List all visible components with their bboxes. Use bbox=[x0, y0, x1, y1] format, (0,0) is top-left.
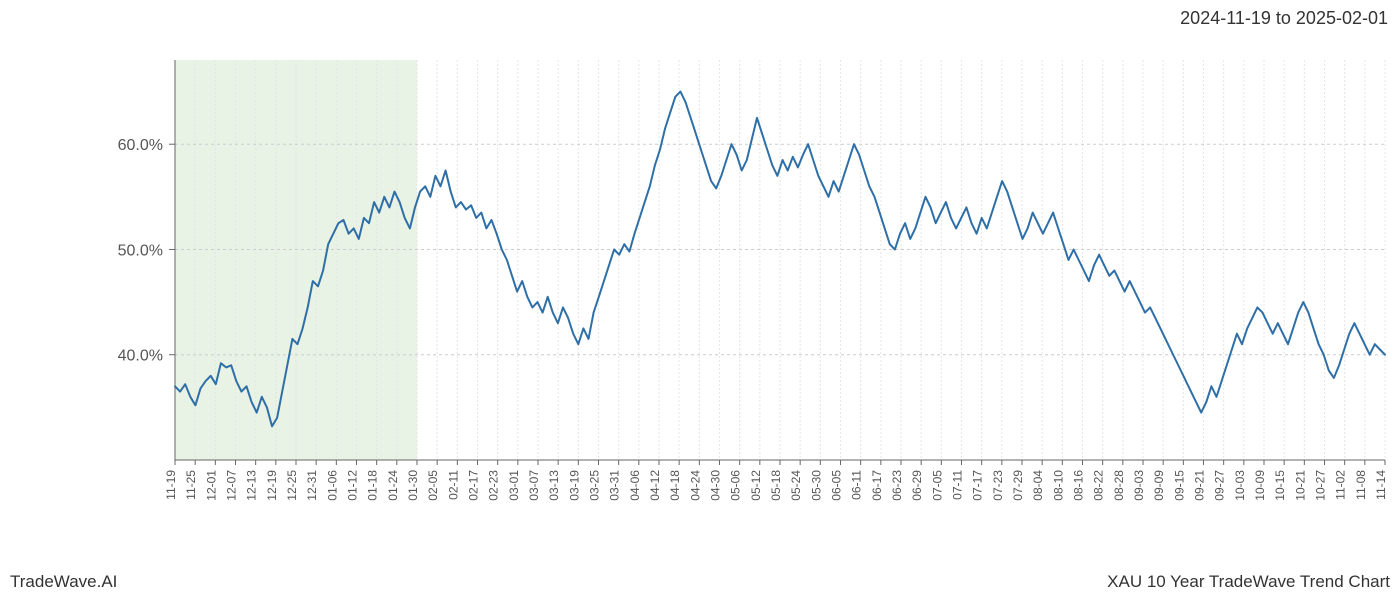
x-tick-label: 11-19 bbox=[164, 470, 178, 500]
x-tick-label: 06-29 bbox=[910, 470, 924, 501]
x-tick-label: 09-15 bbox=[1172, 470, 1186, 501]
x-tick-label: 09-03 bbox=[1132, 470, 1146, 501]
x-tick-label: 10-15 bbox=[1273, 470, 1287, 501]
x-tick-label: 03-19 bbox=[567, 470, 581, 501]
x-tick-label: 12-01 bbox=[204, 470, 218, 501]
x-tick-label: 11-14 bbox=[1374, 470, 1388, 500]
y-tick-label: 50.0% bbox=[118, 242, 163, 259]
x-tick-label: 09-27 bbox=[1213, 470, 1227, 501]
x-tick-label: 08-22 bbox=[1092, 470, 1106, 501]
x-tick-label: 05-06 bbox=[729, 470, 743, 501]
x-tick-label: 12-25 bbox=[285, 470, 299, 501]
x-tick-label: 02-23 bbox=[487, 470, 501, 501]
x-tick-label: 12-31 bbox=[305, 470, 319, 501]
x-tick-label: 05-12 bbox=[749, 470, 763, 501]
x-tick-label: 05-30 bbox=[809, 470, 823, 501]
x-tick-label: 01-18 bbox=[366, 470, 380, 501]
x-tick-label: 01-12 bbox=[346, 470, 360, 501]
x-tick-label: 07-17 bbox=[971, 470, 985, 501]
x-tick-label: 01-24 bbox=[386, 470, 400, 501]
x-tick-label: 01-30 bbox=[406, 470, 420, 501]
x-tick-label: 06-23 bbox=[890, 470, 904, 501]
x-tick-label: 08-10 bbox=[1051, 470, 1065, 501]
x-tick-label: 08-16 bbox=[1072, 470, 1086, 501]
x-tick-label: 01-06 bbox=[325, 470, 339, 501]
x-tick-label: 05-24 bbox=[789, 470, 803, 501]
x-tick-label: 07-29 bbox=[1011, 470, 1025, 501]
x-tick-label: 06-11 bbox=[850, 470, 864, 500]
x-tick-label: 05-18 bbox=[769, 470, 783, 501]
x-tick-label: 02-05 bbox=[426, 470, 440, 501]
x-tick-label: 10-21 bbox=[1293, 470, 1307, 501]
y-tick-label: 40.0% bbox=[118, 348, 163, 365]
footer-chart-title: XAU 10 Year TradeWave Trend Chart bbox=[1107, 572, 1390, 592]
x-tick-label: 03-13 bbox=[547, 470, 561, 501]
x-tick-label: 03-07 bbox=[527, 470, 541, 501]
x-tick-label: 12-07 bbox=[225, 470, 239, 501]
x-tick-label: 06-17 bbox=[870, 470, 884, 501]
x-tick-label: 07-05 bbox=[930, 470, 944, 501]
x-tick-label: 04-06 bbox=[628, 470, 642, 501]
x-tick-label: 03-25 bbox=[588, 470, 602, 501]
x-tick-label: 11-08 bbox=[1354, 470, 1368, 500]
x-tick-label: 07-23 bbox=[991, 470, 1005, 501]
x-tick-label: 09-09 bbox=[1152, 470, 1166, 501]
x-tick-label: 03-01 bbox=[507, 470, 521, 501]
x-tick-label: 02-11 bbox=[446, 470, 460, 500]
x-tick-label: 11-02 bbox=[1334, 470, 1348, 500]
x-tick-label: 04-18 bbox=[668, 470, 682, 501]
x-tick-label: 12-13 bbox=[245, 470, 259, 501]
footer-brand: TradeWave.AI bbox=[10, 572, 117, 592]
y-tick-label: 60.0% bbox=[118, 137, 163, 154]
x-tick-label: 10-03 bbox=[1233, 470, 1247, 501]
x-tick-label: 04-30 bbox=[709, 470, 723, 501]
chart-svg: 40.0% 50.0% 60.0% 11-19 11-25 12-01 12-07 12-13… bbox=[0, 50, 1400, 540]
x-tick-label: 12-19 bbox=[265, 470, 279, 501]
date-range-label: 2024-11-19 to 2025-02-01 bbox=[1180, 8, 1388, 29]
trend-chart: 40.0% 50.0% 60.0% 11-19 11-25 12-01 12-07 12-13… bbox=[0, 50, 1400, 540]
x-tick-label: 08-28 bbox=[1112, 470, 1126, 501]
x-tick-label: 03-31 bbox=[608, 470, 622, 501]
x-tick-label: 10-27 bbox=[1314, 470, 1328, 501]
x-tick-label: 10-09 bbox=[1253, 470, 1267, 501]
x-tick-label: 07-11 bbox=[951, 470, 965, 500]
x-tick-label: 04-24 bbox=[688, 470, 702, 501]
x-tick-label: 04-12 bbox=[648, 470, 662, 501]
x-tick-label: 11-25 bbox=[184, 470, 198, 500]
x-tick-label: 08-04 bbox=[1031, 470, 1045, 501]
x-tick-label: 02-17 bbox=[467, 470, 481, 501]
x-tick-label: 09-21 bbox=[1193, 470, 1207, 501]
x-tick-label: 06-05 bbox=[830, 470, 844, 501]
